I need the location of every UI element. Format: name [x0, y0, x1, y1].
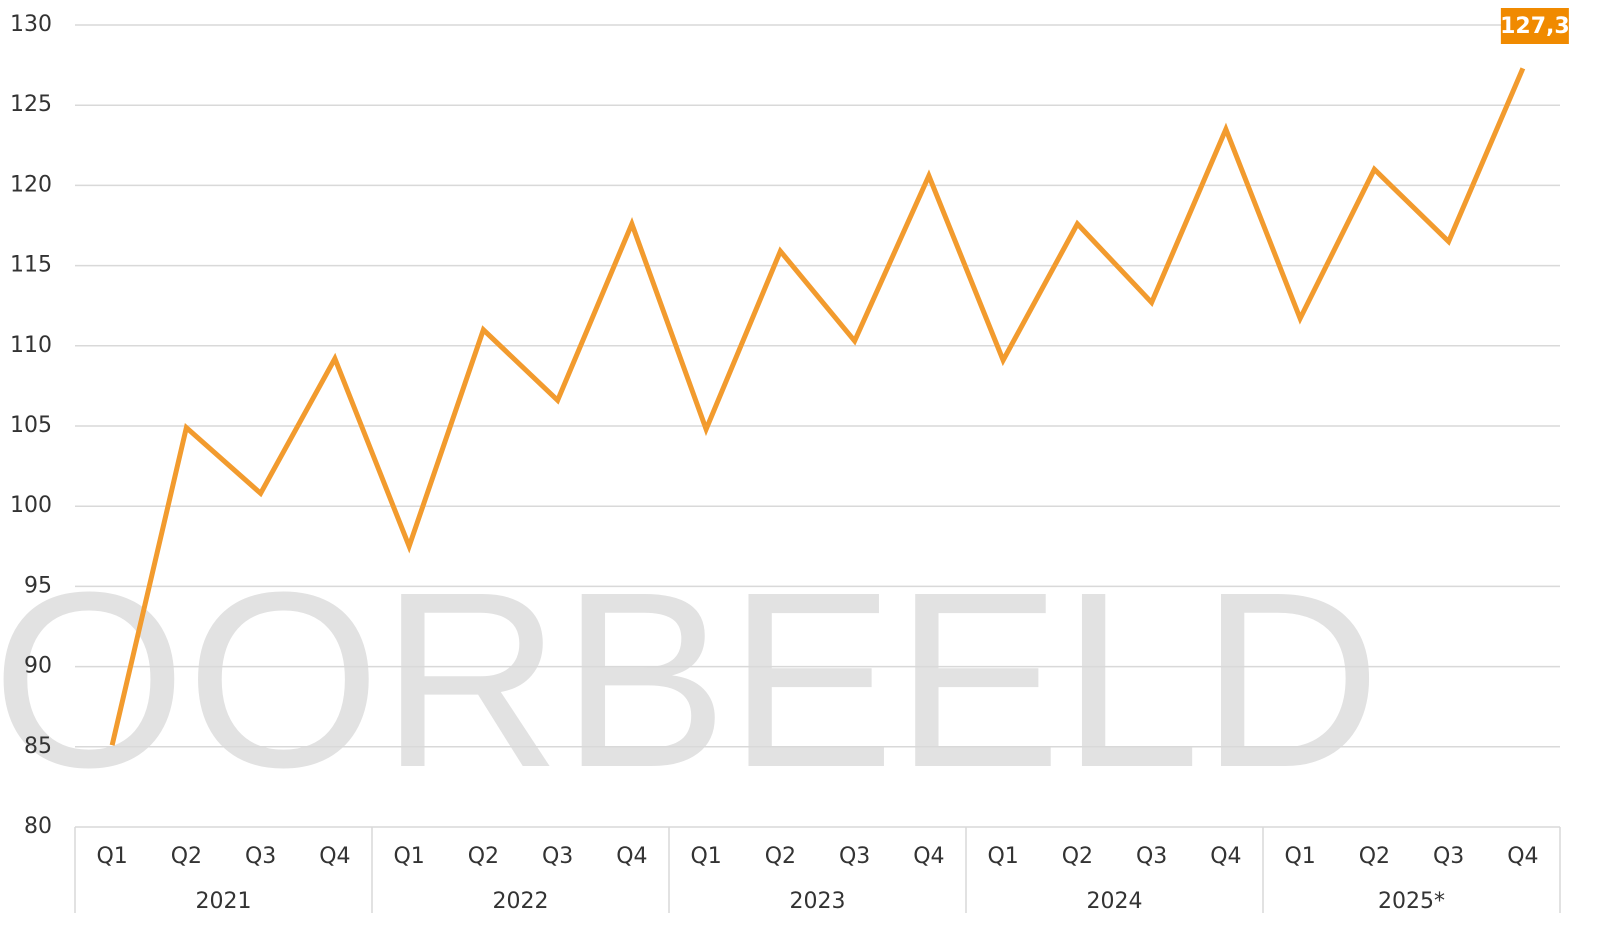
y-tick-label: 90	[24, 654, 52, 679]
y-tick-label: 85	[24, 734, 52, 759]
x-tick-label: Q2	[468, 844, 499, 869]
x-tick-label: Q2	[171, 844, 202, 869]
x-tick-label: Q4	[1507, 844, 1538, 869]
x-tick-label: Q3	[542, 844, 573, 869]
x-tick-label: Q4	[319, 844, 350, 869]
x-tick-label: Q2	[765, 844, 796, 869]
x-tick-label: Q3	[839, 844, 870, 869]
y-tick-label: 125	[10, 92, 52, 117]
y-tick-label: 80	[24, 814, 52, 839]
x-tick-label: Q3	[1136, 844, 1167, 869]
x-tick-label: Q1	[690, 844, 721, 869]
y-tick-label: 100	[10, 493, 52, 518]
y-tick-label: 130	[10, 12, 52, 37]
group-label: 2021	[196, 889, 252, 914]
group-label: 2022	[493, 889, 549, 914]
group-label: 2025*	[1378, 889, 1445, 914]
y-tick-label: 115	[10, 253, 52, 278]
group-label: 2024	[1087, 889, 1143, 914]
y-tick-label: 95	[24, 573, 52, 598]
x-tick-label: Q4	[1210, 844, 1241, 869]
value-label: 127,3	[1500, 14, 1570, 39]
x-tick-label: Q3	[1433, 844, 1464, 869]
x-tick-label: Q1	[987, 844, 1018, 869]
x-tick-label: Q3	[245, 844, 276, 869]
x-tick-label: Q4	[616, 844, 647, 869]
x-tick-label: Q2	[1359, 844, 1390, 869]
chart: VOORBEELD 80 85 90 95 100 105 110 115 120 125 130 Q…	[0, 0, 1597, 930]
x-tick-label: Q1	[1284, 844, 1315, 869]
x-tick-label: Q2	[1062, 844, 1093, 869]
x-tick-label: Q1	[96, 844, 127, 869]
y-tick-label: 110	[10, 333, 52, 358]
y-tick-label: 120	[10, 172, 52, 197]
x-tick-label: Q1	[393, 844, 424, 869]
y-tick-label: 105	[10, 413, 52, 438]
x-tick-label: Q4	[913, 844, 944, 869]
watermark: VOORBEELD	[0, 540, 1381, 819]
group-label: 2023	[790, 889, 846, 914]
